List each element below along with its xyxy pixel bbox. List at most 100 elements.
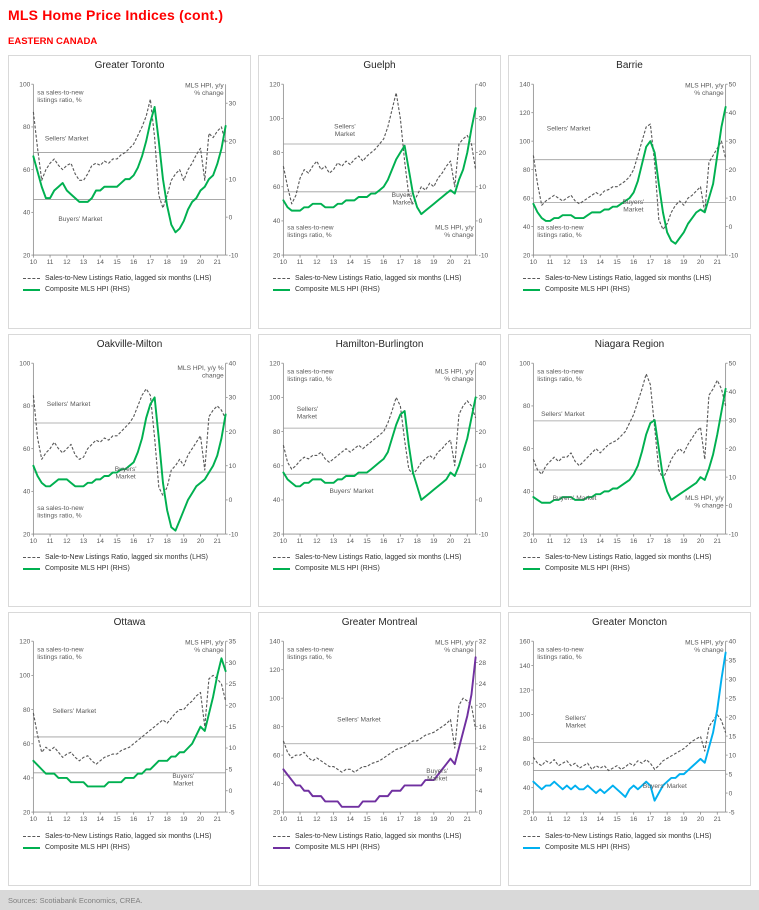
svg-text:20: 20 [197, 817, 205, 824]
svg-text:MLS HPI, y/y% change: MLS HPI, y/y% change [185, 640, 224, 655]
svg-text:Buyers'Market: Buyers' Market [392, 192, 414, 207]
svg-text:140: 140 [519, 81, 530, 88]
dashed-line-swatch [23, 835, 40, 837]
svg-text:Buyers'Market: Buyers' Market [622, 199, 644, 214]
svg-text:100: 100 [269, 116, 280, 123]
svg-text:10: 10 [729, 474, 737, 481]
svg-text:10: 10 [229, 176, 237, 183]
svg-text:-10: -10 [229, 531, 239, 538]
svg-text:14: 14 [97, 817, 105, 824]
svg-text:80: 80 [23, 403, 31, 410]
svg-text:17: 17 [647, 259, 655, 266]
svg-text:15: 15 [613, 259, 621, 266]
svg-text:20: 20 [23, 531, 31, 538]
svg-text:19: 19 [180, 538, 188, 545]
svg-text:20: 20 [273, 252, 281, 259]
svg-text:18: 18 [663, 538, 671, 545]
svg-text:30: 30 [729, 138, 737, 145]
svg-text:20: 20 [479, 150, 487, 157]
svg-text:Buyers' Market: Buyers' Market [643, 784, 687, 791]
svg-text:100: 100 [19, 81, 30, 88]
svg-text:60: 60 [273, 184, 281, 191]
svg-text:12: 12 [563, 538, 571, 545]
svg-text:20: 20 [523, 531, 531, 538]
legend-item-hpi: Composite MLS HPI (RHS) [23, 564, 244, 573]
dashed-line-swatch [23, 278, 40, 280]
dashed-line-swatch [273, 278, 290, 280]
svg-text:24: 24 [479, 681, 487, 688]
solid-line-swatch [523, 846, 540, 849]
svg-text:12: 12 [63, 259, 71, 266]
chart-canvas: 160 140 120 100 80 60 40 20 40 35 30 25 20 15 10 5 0 -5 10… [519, 639, 736, 824]
svg-text:120: 120 [519, 688, 530, 695]
svg-text:10: 10 [479, 463, 487, 470]
svg-text:MLS HPI, y/y% change: MLS HPI, y/y% change [435, 224, 474, 239]
chart-legend: Sales-to-New Listings Ratio, lagged six … [261, 550, 498, 575]
svg-text:14: 14 [97, 259, 105, 266]
svg-text:16: 16 [630, 259, 638, 266]
svg-text:16: 16 [630, 817, 638, 824]
svg-text:20: 20 [523, 810, 531, 817]
legend-item-ratio: Sales-to-New Listings Ratio, lagged six … [273, 274, 494, 283]
svg-text:40: 40 [23, 210, 31, 217]
svg-text:MLS HPI, y/y% change: MLS HPI, y/y% change [435, 368, 474, 383]
svg-text:100: 100 [269, 696, 280, 703]
svg-text:Sellers' Market: Sellers' Market [547, 125, 591, 132]
ratio-legend-label: Sales-to-New Listings Ratio, lagged six … [545, 554, 712, 562]
svg-text:12: 12 [313, 817, 321, 824]
svg-text:10: 10 [229, 463, 237, 470]
svg-text:15: 15 [363, 538, 371, 545]
svg-text:40: 40 [273, 781, 281, 788]
page-title: MLS Home Price Indices (cont.) [8, 7, 224, 23]
svg-text:12: 12 [313, 259, 321, 266]
dashed-line-swatch [523, 835, 540, 837]
svg-text:20: 20 [447, 538, 455, 545]
svg-text:14: 14 [597, 817, 605, 824]
chart-legend: Sales-to-New Listings Ratio, lagged six … [511, 829, 748, 854]
svg-text:40: 40 [523, 785, 531, 792]
svg-text:21: 21 [714, 259, 722, 266]
svg-text:35: 35 [229, 639, 237, 646]
svg-text:16: 16 [130, 817, 138, 824]
svg-text:100: 100 [519, 138, 530, 145]
svg-text:120: 120 [19, 639, 30, 646]
chart-panel-guelph: Guelph 120 100 80 60 40 20 40 30 20 10 0 -10 10 11 12 1… [258, 55, 501, 329]
legend-item-hpi: Composite MLS HPI (RHS) [523, 285, 744, 294]
svg-text:15: 15 [113, 538, 121, 545]
svg-text:Sellers' Market: Sellers' Market [541, 411, 585, 418]
svg-text:12: 12 [63, 817, 71, 824]
ratio-legend-label: Sale-to-New Listings Ratio, lagged six m… [45, 554, 209, 562]
svg-text:-5: -5 [729, 810, 735, 817]
ratio-legend-label: Sales-to-New Listings Ratio, lagged six … [295, 554, 462, 562]
svg-text:100: 100 [19, 673, 30, 680]
chart-panel-oakville-milton: Oakville-Milton 100 80 60 40 20 40 30 20 10 0 -10 1… [8, 333, 251, 608]
svg-text:20: 20 [523, 252, 531, 259]
solid-line-swatch [523, 568, 540, 571]
chart-legend: Sales-to-New Listings Ratio, lagged six … [261, 271, 498, 296]
svg-text:19: 19 [180, 259, 188, 266]
svg-text:5: 5 [229, 767, 233, 774]
svg-text:Sellers'Market: Sellers' Market [297, 406, 318, 421]
svg-text:11: 11 [297, 259, 304, 266]
svg-text:60: 60 [523, 195, 531, 202]
chart-legend: Sales-to-New Listings Ratio, lagged six … [511, 550, 748, 575]
svg-text:40: 40 [729, 110, 737, 117]
svg-text:20: 20 [197, 538, 205, 545]
svg-text:18: 18 [663, 259, 671, 266]
svg-text:0: 0 [729, 791, 733, 798]
svg-text:Sellers' Market: Sellers' Market [53, 708, 97, 715]
chart-title: Oakville-Milton [96, 338, 163, 350]
svg-text:20: 20 [479, 428, 487, 435]
svg-text:40: 40 [479, 360, 487, 367]
legend-item-hpi: Composite MLS HPI (RHS) [273, 564, 494, 573]
chart-panel-hamilton-burlington: Hamilton-Burlington 120 100 80 60 40 20 40 30 20… [258, 333, 501, 608]
svg-text:60: 60 [23, 167, 31, 174]
chart-title: Greater Montreal [341, 617, 418, 629]
ratio-legend-label: Sales-to-New Listings Ratio, lagged six … [45, 275, 212, 283]
svg-text:18: 18 [163, 817, 171, 824]
